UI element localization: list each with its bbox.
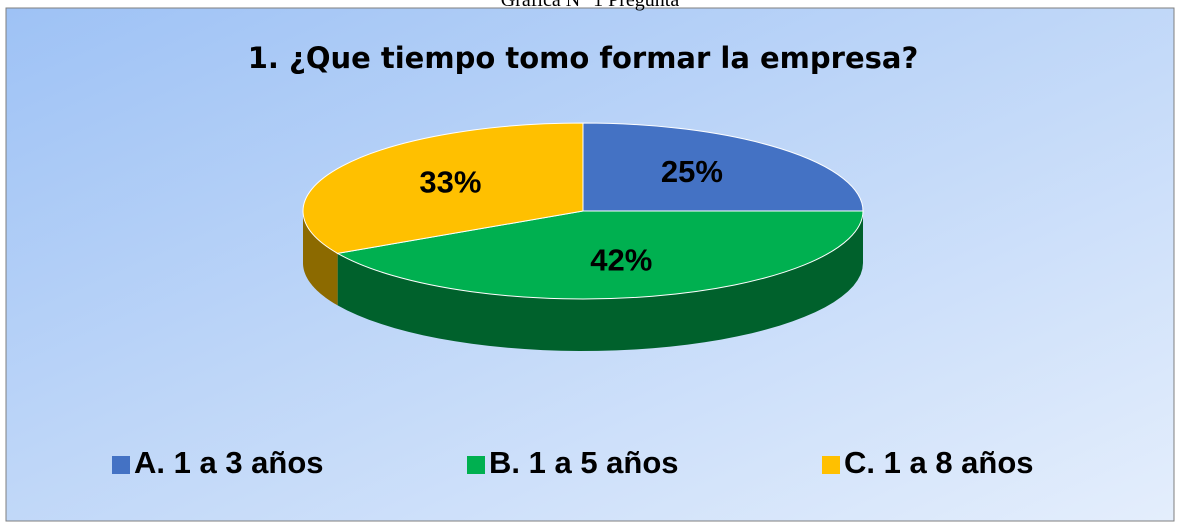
pie-slice-side [303,211,338,306]
legend-label: A. 1 a 3 años [134,445,324,480]
pie-slice-side [337,211,863,351]
legend-label: C. 1 a 8 años [844,445,1034,480]
chart-title: 1. ¿Que tiempo tomo formar la empresa? [248,41,919,75]
legend-swatch [112,456,130,474]
pie-slice [302,122,584,254]
value-label: 33% [419,164,481,199]
legend-swatch [822,456,840,474]
pie-slice [336,210,864,300]
legend-swatch [467,456,485,474]
pie-slice [582,122,864,212]
caption: Gráfica N° 1 Pregunta [501,0,680,11]
legend-label: B. 1 a 5 años [489,445,679,480]
value-label: 42% [590,242,652,277]
value-label: 25% [661,154,723,189]
